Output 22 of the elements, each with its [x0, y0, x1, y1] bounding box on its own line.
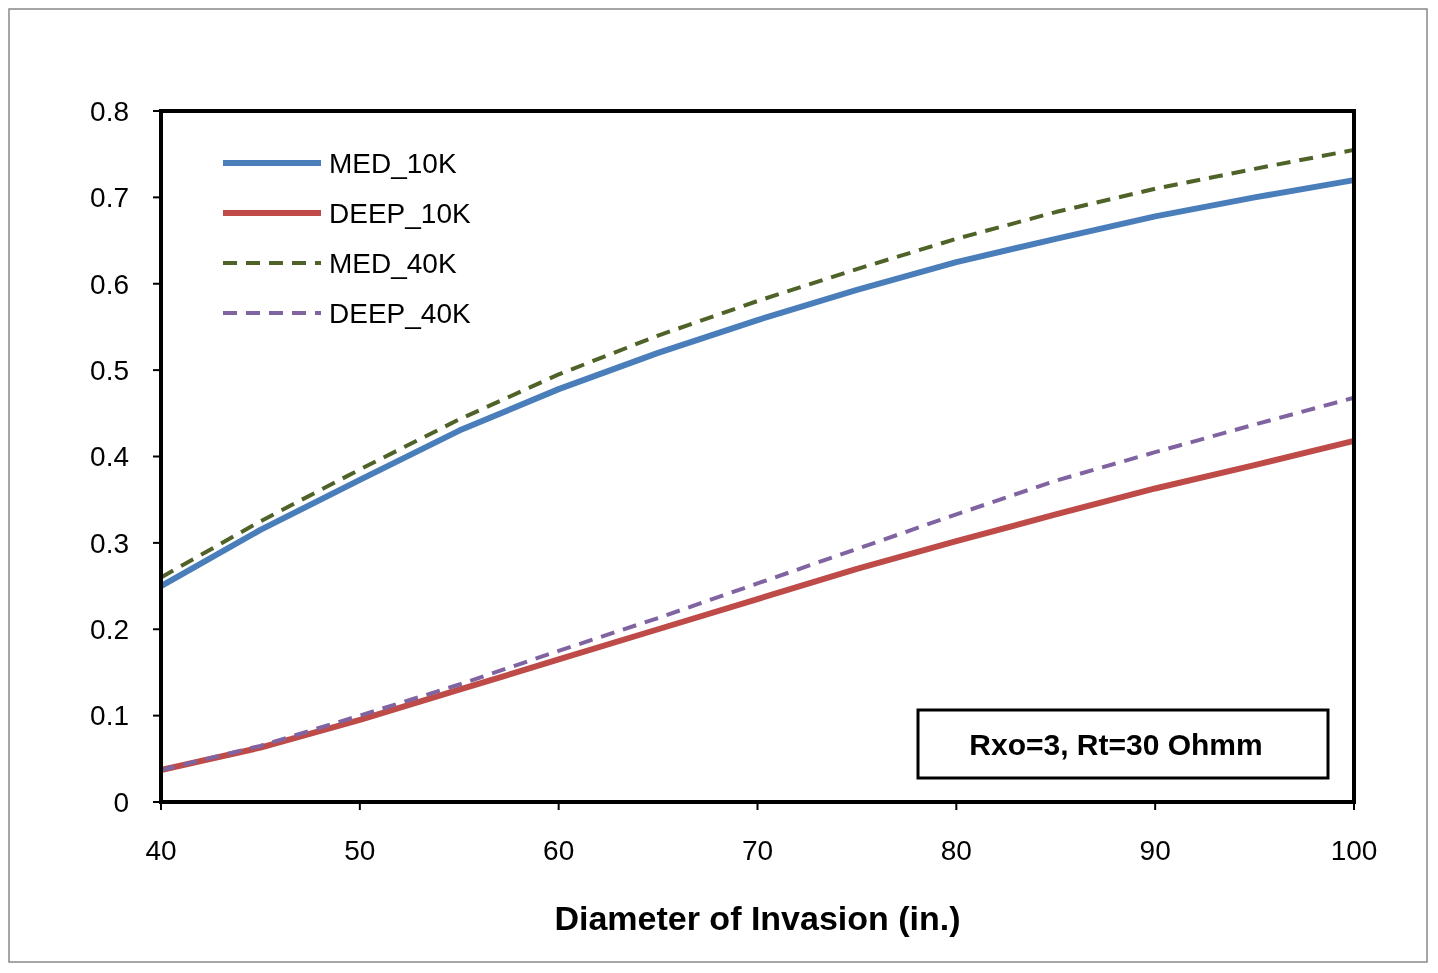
legend-label: DEEP_40K: [329, 297, 471, 329]
y-tick-label: 0.8: [90, 95, 129, 127]
y-tick-label: 0.2: [90, 614, 129, 646]
y-tick-label: 0.1: [90, 700, 129, 732]
x-tick-label: 40: [145, 835, 177, 866]
y-tick-label: 0.4: [90, 441, 129, 473]
x-tick-label: 70: [741, 835, 774, 866]
y-tick-label: 0.7: [90, 182, 129, 214]
y-tick-label: 0.6: [90, 268, 129, 300]
y-tick-label: 0: [113, 786, 129, 818]
x-tick-label: 100: [1330, 835, 1378, 866]
y-tick-label: 0.5: [90, 354, 129, 386]
x-tick-label: 60: [543, 835, 575, 866]
legend-label: MED_10K: [329, 147, 457, 179]
x-tick-label: 90: [1139, 835, 1171, 866]
annotation: Rxo=3, Rt=30 Ohmm: [969, 727, 1263, 761]
x-axis-title: Diameter of Invasion (in.): [554, 899, 961, 937]
legend-label: DEEP_10K: [329, 197, 471, 229]
legend-label: MED_40K: [329, 247, 457, 279]
x-tick-label: 50: [344, 835, 376, 866]
x-tick-label: 80: [940, 835, 972, 866]
y-tick-label: 0.3: [90, 527, 129, 559]
